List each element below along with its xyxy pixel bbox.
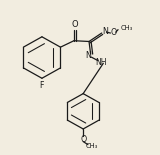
Text: CH₃: CH₃ [86, 143, 98, 148]
Text: NH: NH [95, 58, 107, 66]
Text: F: F [40, 81, 44, 90]
Text: O: O [111, 28, 117, 37]
Text: O: O [72, 20, 78, 29]
Text: N: N [102, 27, 108, 36]
Text: O: O [80, 135, 86, 144]
Text: N: N [85, 51, 91, 60]
Text: CH₃: CH₃ [121, 25, 133, 31]
